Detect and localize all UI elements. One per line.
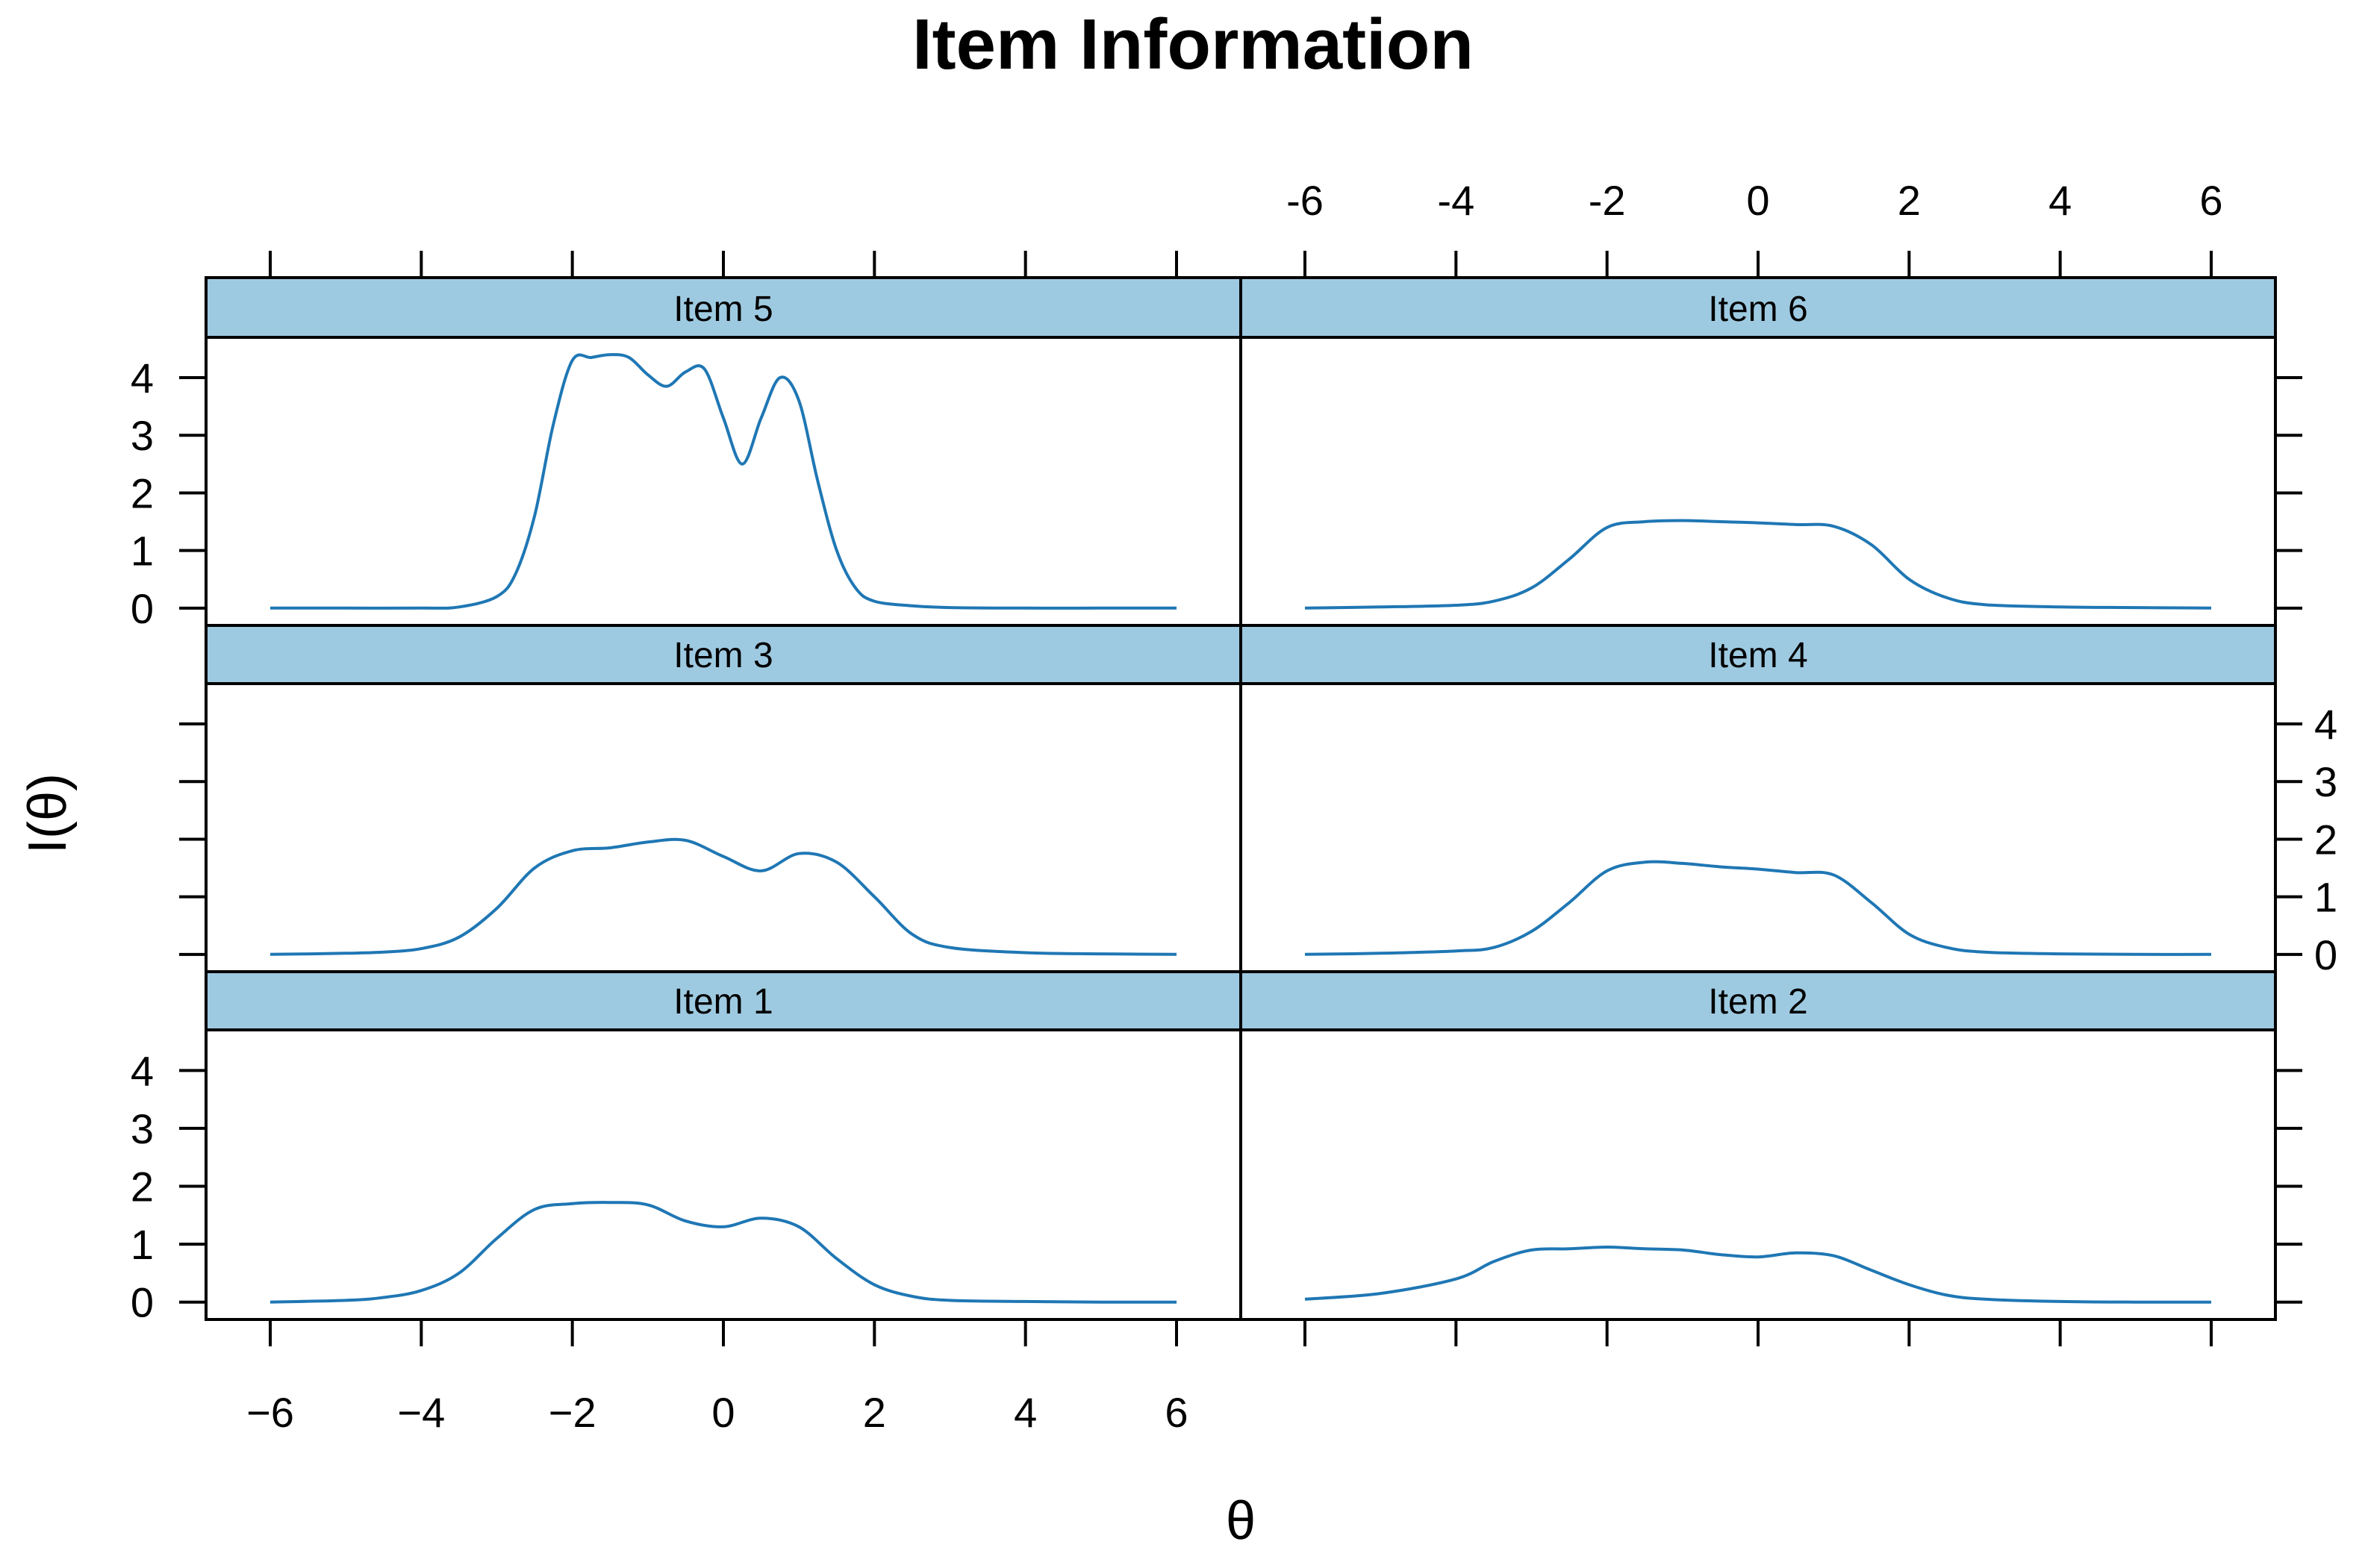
panel-item-6: Item 6 bbox=[1239, 276, 2277, 627]
panel-strip-label: Item 3 bbox=[673, 636, 773, 675]
x-axis-label: θ bbox=[1226, 1491, 1256, 1551]
panel-item-3: Item 3 bbox=[205, 624, 1242, 973]
y-tick-label: 2 bbox=[2314, 816, 2337, 863]
series-line bbox=[1304, 860, 2212, 956]
panel-strip bbox=[1239, 276, 2277, 339]
y-tick-label: 4 bbox=[2314, 701, 2337, 748]
x-tick-label-bottom: −6 bbox=[246, 1389, 294, 1436]
panel-strip-label: Item 6 bbox=[1708, 290, 1807, 329]
panel-strip-label: Item 2 bbox=[1708, 982, 1807, 1022]
series-line bbox=[269, 1201, 1177, 1304]
panel-plot-area bbox=[205, 336, 1242, 627]
panel-strip bbox=[1239, 624, 2277, 685]
panel-strip bbox=[1239, 970, 2277, 1031]
y-tick-label: 1 bbox=[131, 528, 154, 575]
y-tick-label: 3 bbox=[2314, 758, 2337, 805]
panel-plot-area bbox=[1239, 336, 2277, 627]
y-tick-label: 4 bbox=[131, 354, 154, 402]
x-tick-label-top: -4 bbox=[1437, 177, 1474, 224]
y-tick-label: 0 bbox=[131, 1279, 154, 1326]
panel-strip-label: Item 5 bbox=[673, 290, 773, 329]
y-tick-label: 3 bbox=[131, 412, 154, 459]
series-line bbox=[1304, 1246, 2212, 1304]
panel-item-5: Item 5 bbox=[205, 276, 1242, 627]
x-tick-label-bottom: 4 bbox=[1014, 1389, 1037, 1436]
y-tick-label: 1 bbox=[131, 1221, 154, 1268]
panel-plot-area bbox=[1239, 682, 2277, 973]
panels-layer: Item 5 Item 6 Item 3 Item 4 Item 1 Item 2 bbox=[205, 276, 2277, 1321]
series-line bbox=[269, 837, 1177, 956]
x-tick-label-top: -2 bbox=[1589, 177, 1626, 224]
y-tick-label: 2 bbox=[131, 1163, 154, 1211]
x-tick-label-top: 4 bbox=[2048, 177, 2072, 224]
series-line bbox=[1304, 519, 2212, 610]
chart-title: Item Information bbox=[912, 4, 1474, 84]
y-tick-label: 4 bbox=[131, 1047, 154, 1094]
x-tick-label-bottom: −4 bbox=[397, 1389, 445, 1436]
x-tick-label-top: 0 bbox=[1746, 177, 1769, 224]
y-tick-label: 0 bbox=[2314, 931, 2337, 978]
y-tick-label: 3 bbox=[131, 1105, 154, 1152]
y-tick-label: 1 bbox=[2314, 874, 2337, 921]
panel-strip-label: Item 1 bbox=[673, 982, 773, 1022]
y-tick-label: 0 bbox=[131, 585, 154, 632]
y-tick-label: 2 bbox=[131, 469, 154, 516]
axes-layer: −6 -6 −4 -4 −2 -2 0 0 2 2 4 4 6 6 0 1 2 3 4 0 1 2 3 4 0 1 2 3 4 bbox=[131, 177, 2337, 1436]
panel-plot-area bbox=[205, 682, 1242, 973]
panel-plot-area bbox=[205, 1028, 1242, 1321]
series-line bbox=[269, 353, 1177, 610]
panel-item-2: Item 2 bbox=[1239, 970, 2277, 1321]
y-axis-label: I(θ) bbox=[18, 773, 78, 854]
x-tick-label-bottom: −2 bbox=[549, 1389, 596, 1436]
panel-strip bbox=[205, 276, 1242, 339]
panel-item-4: Item 4 bbox=[1239, 624, 2277, 973]
panel-plot-area bbox=[1239, 1028, 2277, 1321]
x-tick-label-bottom: 0 bbox=[711, 1389, 735, 1436]
panel-strip-label: Item 4 bbox=[1708, 636, 1807, 675]
x-tick-label-bottom: 6 bbox=[1165, 1389, 1188, 1436]
panel-item-1: Item 1 bbox=[205, 970, 1242, 1321]
x-tick-label-top: 6 bbox=[2199, 177, 2222, 224]
x-tick-label-bottom: 2 bbox=[863, 1389, 886, 1436]
x-tick-label-top: -6 bbox=[1286, 177, 1324, 224]
x-tick-label-top: 2 bbox=[1898, 177, 1921, 224]
